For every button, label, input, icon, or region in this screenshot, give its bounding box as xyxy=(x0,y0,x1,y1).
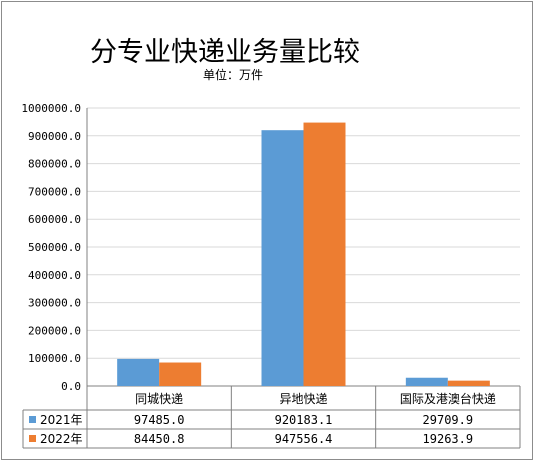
bar-series1-cat3 xyxy=(405,377,448,386)
category-label: 同城快递 xyxy=(135,392,183,406)
legend-label-2: 2022年 xyxy=(40,432,83,446)
bar-series2-cat3 xyxy=(447,380,490,386)
y-tick-labels: 0.0 100000.0 200000.0 300000.0 400000.0 50000… xyxy=(21,102,81,393)
legend-key-1 xyxy=(29,416,36,423)
y-tick-label: 200000.0 xyxy=(28,324,81,337)
legend-label-1: 2021年 xyxy=(40,413,83,427)
legend-key-2 xyxy=(29,435,36,442)
bar-series1-cat2 xyxy=(261,130,304,386)
bar-series2-cat2 xyxy=(303,122,346,387)
y-tick-label: 500000.0 xyxy=(28,241,81,254)
y-tick-label: 300000.0 xyxy=(28,297,81,310)
y-tick-label: 400000.0 xyxy=(28,269,81,282)
y-tick-label: 700000.0 xyxy=(28,185,81,198)
y-tick-label: 0.0 xyxy=(61,380,81,393)
category-label: 国际及港澳台快递 xyxy=(400,391,496,406)
category-label: 异地快递 xyxy=(279,392,327,406)
y-tick-label: 900000.0 xyxy=(28,130,81,143)
bar-series2-cat1 xyxy=(159,362,202,386)
table-cell: 84450.8 xyxy=(134,432,185,446)
table-cell: 947556.4 xyxy=(275,432,333,446)
y-tick-label: 100000.0 xyxy=(28,352,81,365)
bars xyxy=(117,122,490,387)
data-table: 同城快递 异地快递 国际及港澳台快递 2021年 97485.0 920183.1 2970… xyxy=(22,386,521,449)
chart-subtitle: 单位：万件 xyxy=(203,68,264,82)
table-cell: 920183.1 xyxy=(275,413,333,427)
table-cell: 97485.0 xyxy=(134,413,185,427)
table-cell: 19263.9 xyxy=(423,432,474,446)
y-tick-label: 800000.0 xyxy=(28,158,81,171)
bar-series1-cat1 xyxy=(117,358,160,386)
y-tick-label: 600000.0 xyxy=(28,213,81,226)
y-tick-label: 1000000.0 xyxy=(21,102,81,115)
table-cell: 29709.9 xyxy=(423,413,474,427)
chart-title: 分专业快递业务量比较 xyxy=(90,37,360,68)
